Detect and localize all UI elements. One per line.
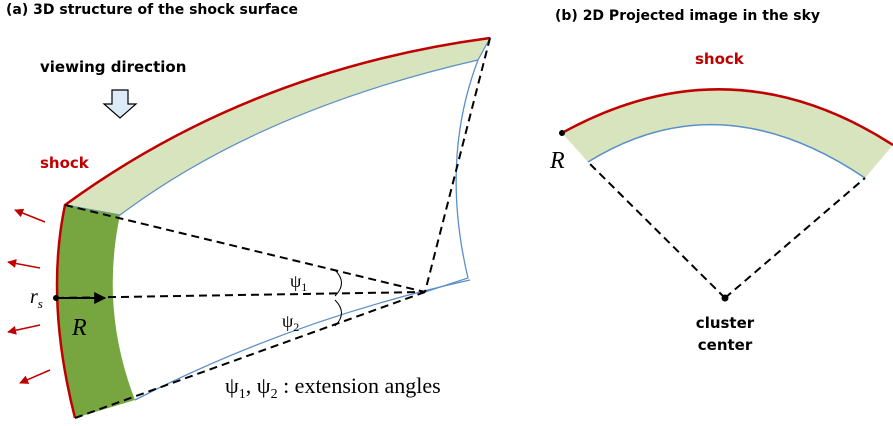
- dashed-lines: [587, 161, 866, 299]
- panel-a-title: (a) 3D structure of the shock surface: [6, 2, 298, 18]
- caption: ψ1, ψ2 : extension angles: [225, 373, 441, 402]
- viewing-label: viewing direction: [40, 58, 186, 76]
- center-point: [721, 294, 729, 302]
- angle-arc: [334, 299, 342, 327]
- shock-label: shock: [40, 154, 90, 172]
- motion-arrows: [7, 208, 51, 384]
- panel-b-title: (b) 2D Projected image in the sky: [555, 8, 820, 24]
- rs-label: rs: [30, 286, 43, 311]
- psi2-label: ψ2: [282, 311, 299, 334]
- point: [53, 295, 59, 301]
- shock-cap: [57, 205, 135, 418]
- center-label: cluster: [696, 314, 755, 332]
- angle-arc: [334, 269, 342, 297]
- inner-edge: [587, 123, 866, 179]
- shock-band: [562, 89, 893, 178]
- r-label: R: [549, 148, 565, 174]
- psi1-label: ψ1: [290, 271, 307, 294]
- dashed-lines: [55, 37, 491, 419]
- center-label: center: [698, 336, 753, 354]
- point: [559, 130, 565, 136]
- shock-front: [561, 88, 893, 147]
- r-label: R: [71, 315, 87, 341]
- view-arrow: [102, 89, 138, 119]
- shock-front: [55, 36, 491, 419]
- shock-label: shock: [695, 50, 745, 68]
